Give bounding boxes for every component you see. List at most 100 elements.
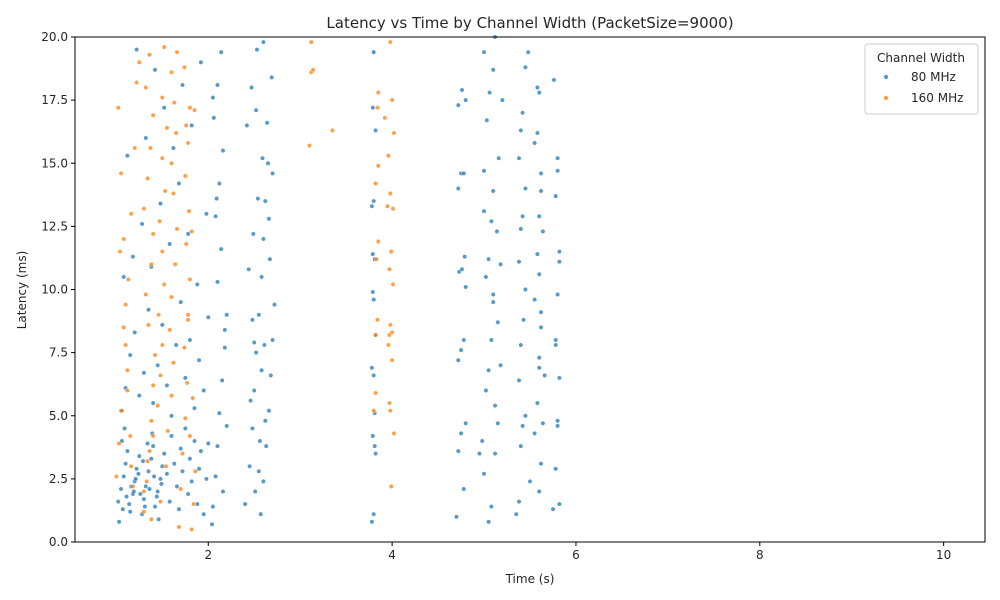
data-point-80-mhz — [490, 299, 496, 305]
data-point-80-mhz — [174, 483, 180, 489]
data-point-80-mhz — [216, 410, 222, 416]
data-point-80-mhz — [550, 506, 556, 512]
data-point-160-mhz — [145, 458, 151, 464]
data-point-80-mhz — [454, 514, 459, 520]
data-point-80-mhz — [127, 509, 133, 515]
data-point-80-mhz — [148, 456, 154, 462]
data-point-80-mhz — [132, 329, 138, 335]
data-point-80-mhz — [268, 372, 274, 378]
data-point-80-mhz — [483, 388, 489, 393]
data-point-160-mhz — [374, 317, 380, 323]
data-point-160-mhz — [134, 80, 140, 85]
data-point-160-mhz — [174, 49, 180, 55]
y-tick-label: 10.0 — [41, 283, 68, 297]
data-point-160-mhz — [159, 155, 165, 161]
data-point-160-mhz — [150, 433, 156, 439]
data-point-160-mhz — [115, 105, 121, 111]
data-point-80-mhz — [523, 287, 528, 292]
data-point-80-mhz — [185, 231, 191, 237]
data-point-80-mhz — [262, 418, 268, 424]
data-point-160-mhz — [183, 241, 189, 247]
data-point-80-mhz — [455, 102, 461, 108]
data-point-160-mhz — [165, 428, 171, 434]
data-point-160-mhz — [171, 100, 177, 106]
data-point-80-mhz — [218, 49, 224, 55]
data-point-80-mhz — [249, 85, 254, 90]
data-point-80-mhz — [130, 254, 136, 260]
data-point-80-mhz — [131, 489, 137, 494]
x-tick-label: 2 — [204, 548, 212, 562]
data-point-80-mhz — [196, 357, 202, 363]
data-point-160-mhz — [183, 123, 189, 128]
data-point-80-mhz — [483, 274, 489, 280]
data-point-80-mhz — [180, 82, 185, 88]
data-point-80-mhz — [260, 155, 265, 161]
data-point-80-mhz — [523, 413, 528, 419]
data-point-80-mhz — [141, 370, 147, 376]
data-point-80-mhz — [463, 284, 469, 290]
data-point-80-mhz — [371, 198, 377, 204]
data-point-160-mhz — [161, 281, 167, 287]
data-point-160-mhz — [143, 85, 149, 90]
data-point-160-mhz — [374, 256, 379, 262]
data-point-80-mhz — [180, 468, 185, 474]
data-point-80-mhz — [143, 483, 149, 489]
data-point-160-mhz — [117, 249, 123, 255]
data-point-80-mhz — [176, 506, 182, 512]
data-point-160-mhz — [162, 188, 168, 194]
data-point-80-mhz — [167, 499, 173, 504]
data-point-80-mhz — [488, 218, 494, 224]
data-point-80-mhz — [170, 145, 176, 151]
data-point-80-mhz — [192, 405, 197, 411]
data-point-80-mhz — [535, 251, 540, 257]
data-point-80-mhz — [553, 466, 559, 472]
data-point-80-mhz — [219, 377, 225, 383]
data-point-80-mhz — [205, 314, 211, 320]
data-point-80-mhz — [224, 312, 230, 318]
data-point-80-mhz — [492, 403, 498, 408]
data-point-160-mhz — [386, 400, 392, 406]
data-point-160-mhz — [141, 509, 147, 515]
data-point-80-mhz — [260, 39, 266, 45]
data-point-80-mhz — [498, 362, 503, 368]
data-point-80-mhz — [256, 468, 262, 474]
data-point-160-mhz — [387, 408, 393, 414]
data-point-80-mhz — [498, 261, 503, 267]
data-point-80-mhz — [516, 259, 522, 265]
data-point-160-mhz — [121, 236, 127, 242]
data-point-160-mhz — [128, 463, 134, 469]
data-point-80-mhz — [121, 473, 127, 479]
data-point-80-mhz — [120, 506, 126, 512]
data-point-160-mhz — [125, 276, 131, 282]
data-point-80-mhz — [136, 453, 142, 459]
legend-label-80-mhz: 80 MHz — [911, 70, 956, 84]
data-point-80-mhz — [495, 420, 501, 426]
data-point-80-mhz — [261, 342, 267, 348]
data-point-160-mhz — [371, 408, 377, 414]
data-point-160-mhz — [169, 160, 174, 166]
data-point-80-mhz — [178, 299, 184, 305]
data-point-160-mhz — [385, 153, 391, 159]
data-point-80-mhz — [461, 486, 467, 492]
data-point-160-mhz — [128, 211, 134, 217]
data-point-80-mhz — [484, 117, 490, 123]
data-point-80-mhz — [496, 155, 502, 161]
data-point-80-mhz — [557, 259, 562, 265]
data-point-80-mhz — [481, 168, 487, 174]
data-point-80-mhz — [516, 155, 522, 161]
data-point-160-mhz — [389, 97, 395, 103]
data-point-80-mhz — [538, 461, 544, 467]
data-point-80-mhz — [518, 443, 524, 449]
data-point-160-mhz — [373, 390, 378, 396]
data-point-80-mhz — [122, 425, 128, 431]
data-point-160-mhz — [158, 372, 163, 378]
data-point-80-mhz — [536, 355, 542, 361]
data-point-80-mhz — [145, 441, 151, 446]
data-point-80-mhz — [535, 85, 540, 90]
data-point-80-mhz — [121, 274, 127, 280]
data-point-80-mhz — [224, 423, 230, 429]
data-point-160-mhz — [147, 52, 152, 58]
x-axis-label: Time (s) — [505, 572, 555, 586]
data-point-80-mhz — [495, 319, 501, 325]
